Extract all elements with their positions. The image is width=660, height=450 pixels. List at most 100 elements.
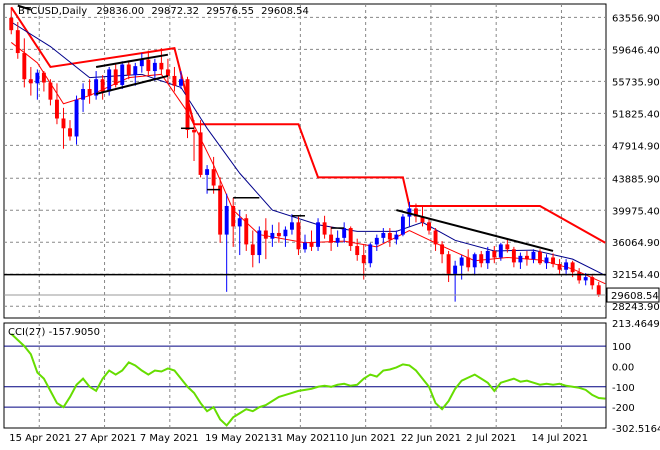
candle-body: [48, 82, 53, 100]
candle-body: [41, 72, 46, 83]
candle-body: [355, 246, 360, 256]
x-tick-label: 22 Jun 2021: [401, 433, 461, 444]
candle-body: [316, 222, 321, 247]
candle: [28, 66, 33, 96]
candle-body: [524, 255, 529, 260]
cci-line: [10, 333, 606, 427]
candle-body: [211, 169, 216, 186]
candle: [400, 214, 405, 237]
candle-body: [198, 132, 203, 175]
candle-body: [126, 64, 131, 76]
candle-body: [74, 99, 79, 137]
x-tick-label: 15 Apr 2021: [9, 433, 71, 444]
y-tick-label: 47914.90: [612, 141, 660, 152]
candle: [387, 228, 392, 247]
candle-body: [387, 232, 392, 240]
candle: [218, 177, 223, 243]
candle-body: [179, 79, 183, 86]
candle-body: [15, 30, 20, 54]
candle-body: [564, 262, 569, 270]
candle: [113, 64, 118, 88]
candle-body: [400, 216, 405, 235]
candle-body: [270, 232, 275, 239]
y-tick-label: 51825.40: [612, 109, 660, 120]
candle: [126, 60, 131, 80]
candle: [303, 234, 307, 253]
candle: [309, 230, 314, 251]
candle: [263, 218, 268, 260]
candle-body: [303, 242, 307, 250]
candle-body: [283, 229, 288, 237]
candle-body: [94, 79, 99, 96]
candle-body: [81, 89, 86, 100]
candle-body: [61, 118, 66, 129]
last-price-box: [606, 287, 660, 303]
candle-body: [544, 257, 549, 264]
candle: [472, 252, 477, 276]
candle-body: [485, 250, 490, 264]
candle-body: [28, 79, 33, 84]
candle-body: [414, 208, 418, 217]
candle-body: [100, 79, 105, 92]
candle-body: [557, 264, 562, 270]
candle: [270, 224, 275, 247]
candle-body: [87, 89, 92, 96]
candle: [152, 58, 157, 81]
candle-body: [54, 99, 59, 119]
candle: [224, 193, 229, 292]
y-tick-label: 39975.40: [612, 206, 660, 217]
candle-body: [538, 251, 542, 264]
candle: [172, 66, 177, 92]
candle: [48, 79, 53, 106]
candle-body: [374, 237, 379, 245]
candle: [564, 259, 569, 276]
candle: [250, 230, 255, 268]
candle: [505, 238, 510, 253]
cci-tick-label: -302.5164: [612, 424, 660, 435]
candle-body: [276, 232, 281, 237]
candle: [531, 249, 536, 264]
candle-body: [466, 257, 471, 268]
candle: [446, 250, 451, 283]
candle-body: [420, 216, 425, 223]
candle-body: [133, 66, 138, 76]
x-tick-label: 19 May 2021: [205, 433, 270, 444]
candle: [322, 215, 327, 239]
candle: [394, 230, 399, 245]
ohlc-close: 29608.54: [261, 6, 309, 17]
candle-body: [394, 234, 399, 240]
candle-body: [342, 228, 347, 238]
candle-body: [185, 79, 190, 130]
candle-body: [479, 254, 484, 264]
axis-labels: 15 Apr 2021 27 Apr 2021 7 May 2021 19 May 2…: [9, 13, 660, 444]
symbol-timeframe: BTCUSD,Daily: [18, 6, 87, 17]
y-tick-label: 55735.90: [612, 77, 660, 88]
candle-body: [231, 205, 236, 227]
cci-tick-label: 0.00: [612, 362, 634, 373]
candle: [538, 249, 542, 265]
candle: [237, 210, 242, 256]
candle: [231, 197, 236, 247]
candle: [198, 120, 203, 178]
candle-body: [237, 218, 242, 227]
candle: [544, 254, 549, 269]
candle-body: [205, 169, 210, 175]
candle-body: [152, 62, 157, 72]
y-tick-label: 28243.90: [612, 302, 660, 313]
candle-body: [427, 222, 431, 231]
y-tick-label: 36064.90: [612, 238, 660, 249]
candle: [81, 83, 86, 112]
candle-body: [68, 128, 72, 137]
candle-body: [165, 69, 170, 76]
ma-fast-line: [10, 42, 606, 285]
candle: [374, 234, 379, 251]
candle-body: [146, 59, 151, 72]
candle: [524, 250, 529, 266]
candle-body: [440, 244, 445, 255]
candle: [74, 95, 79, 145]
candle: [87, 79, 92, 104]
cci-tick-label: -200: [612, 403, 635, 414]
y-tick-label: 43885.90: [612, 174, 660, 185]
candle-body: [446, 254, 451, 274]
